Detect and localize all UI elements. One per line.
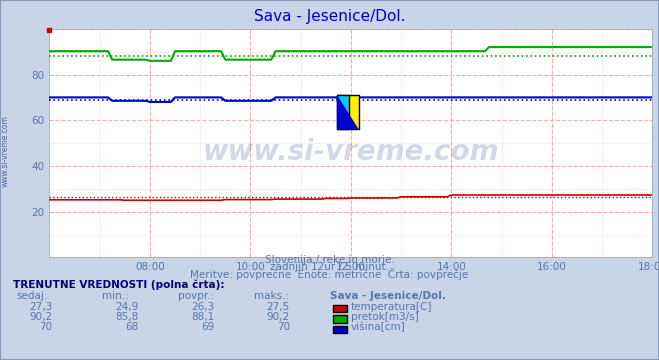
Text: min.:: min.:: [102, 291, 129, 301]
Text: sedaj:: sedaj:: [16, 291, 48, 301]
FancyBboxPatch shape: [337, 95, 358, 129]
Text: temperatura[C]: temperatura[C]: [351, 302, 432, 312]
Text: pretok[m3/s]: pretok[m3/s]: [351, 312, 418, 322]
Text: Slovenija / reke in morje.: Slovenija / reke in morje.: [264, 255, 395, 265]
Polygon shape: [337, 95, 358, 129]
Text: 70: 70: [277, 323, 290, 333]
Text: povpr.:: povpr.:: [178, 291, 214, 301]
Text: www.si-vreme.com: www.si-vreme.com: [203, 138, 499, 166]
Text: Sava - Jesenice/Dol.: Sava - Jesenice/Dol.: [330, 291, 445, 301]
Text: 24,9: 24,9: [115, 302, 138, 312]
Text: zadnjih 12ur / 5 minut.: zadnjih 12ur / 5 minut.: [270, 262, 389, 272]
Text: 90,2: 90,2: [30, 312, 53, 322]
Text: 88,1: 88,1: [191, 312, 214, 322]
Text: 68: 68: [125, 323, 138, 333]
Text: 69: 69: [201, 323, 214, 333]
Text: 90,2: 90,2: [267, 312, 290, 322]
Text: maks.:: maks.:: [254, 291, 289, 301]
Text: 26,3: 26,3: [191, 302, 214, 312]
Text: www.si-vreme.com: www.si-vreme.com: [1, 115, 10, 187]
Text: Sava - Jesenice/Dol.: Sava - Jesenice/Dol.: [254, 9, 405, 24]
Text: 70: 70: [40, 323, 53, 333]
Text: Meritve: povprečne  Enote: metrične  Črta: povprečje: Meritve: povprečne Enote: metrične Črta:…: [190, 268, 469, 280]
FancyBboxPatch shape: [337, 95, 349, 129]
Text: TRENUTNE VREDNOSTI (polna črta):: TRENUTNE VREDNOSTI (polna črta):: [13, 279, 225, 290]
Text: višina[cm]: višina[cm]: [351, 322, 405, 333]
Text: 27,3: 27,3: [30, 302, 53, 312]
Text: 85,8: 85,8: [115, 312, 138, 322]
Text: 27,5: 27,5: [267, 302, 290, 312]
